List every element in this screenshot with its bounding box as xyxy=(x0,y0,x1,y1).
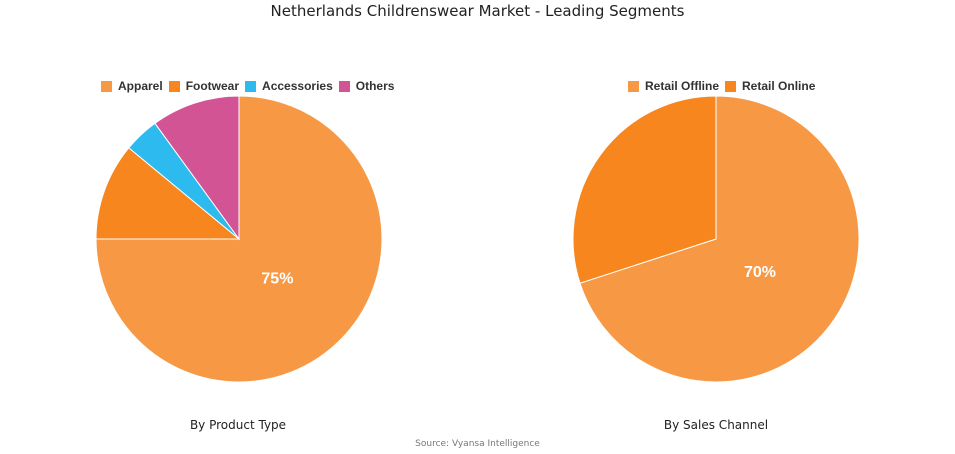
pie-slice-retail-online xyxy=(572,95,717,284)
legend-swatch xyxy=(168,80,180,92)
legend-swatch xyxy=(725,80,737,92)
pie-slice-others xyxy=(154,95,240,241)
subtitle-sales-channel: By Sales Channel xyxy=(663,418,769,432)
pie-slice-footwear xyxy=(95,147,241,240)
source-note: Source: Vyansa Intelligence xyxy=(415,439,540,449)
legend-label: Footwear xyxy=(185,79,240,93)
legend-item-accessories: Accessories xyxy=(245,79,333,93)
legend-item-apparel: Apparel xyxy=(101,79,163,93)
legend-swatch xyxy=(628,80,639,92)
legend-swatch xyxy=(245,80,257,92)
legend-item-retail-offline: Retail Offline xyxy=(628,79,719,93)
legend-label: Others xyxy=(355,79,395,93)
pie-slice-apparel xyxy=(95,95,383,383)
data-label-retail-offline: 70% xyxy=(744,264,776,281)
legend-product-type: Apparel Footwear Accessories Others xyxy=(101,79,394,93)
legend-label: Retail Online xyxy=(742,79,816,93)
legend-sales-channel: Retail Offline Retail Online xyxy=(628,79,815,93)
legend-item-footwear: Footwear xyxy=(168,79,240,93)
legend-label: Accessories xyxy=(262,79,333,93)
data-label-apparel: 75% xyxy=(261,270,293,287)
chart-title: Netherlands Childrenswear Market - Leadi… xyxy=(270,2,685,20)
legend-item-others: Others xyxy=(338,79,395,93)
legend-label: Retail Offline xyxy=(645,79,720,93)
pie-slice-retail-offline xyxy=(579,95,860,383)
legend-swatch xyxy=(101,80,112,92)
legend-swatch xyxy=(338,80,350,92)
subtitle-product-type: By Product Type xyxy=(189,418,287,432)
legend-label: Apparel xyxy=(118,79,163,93)
legend-item-retail-online: Retail Online xyxy=(725,79,815,93)
